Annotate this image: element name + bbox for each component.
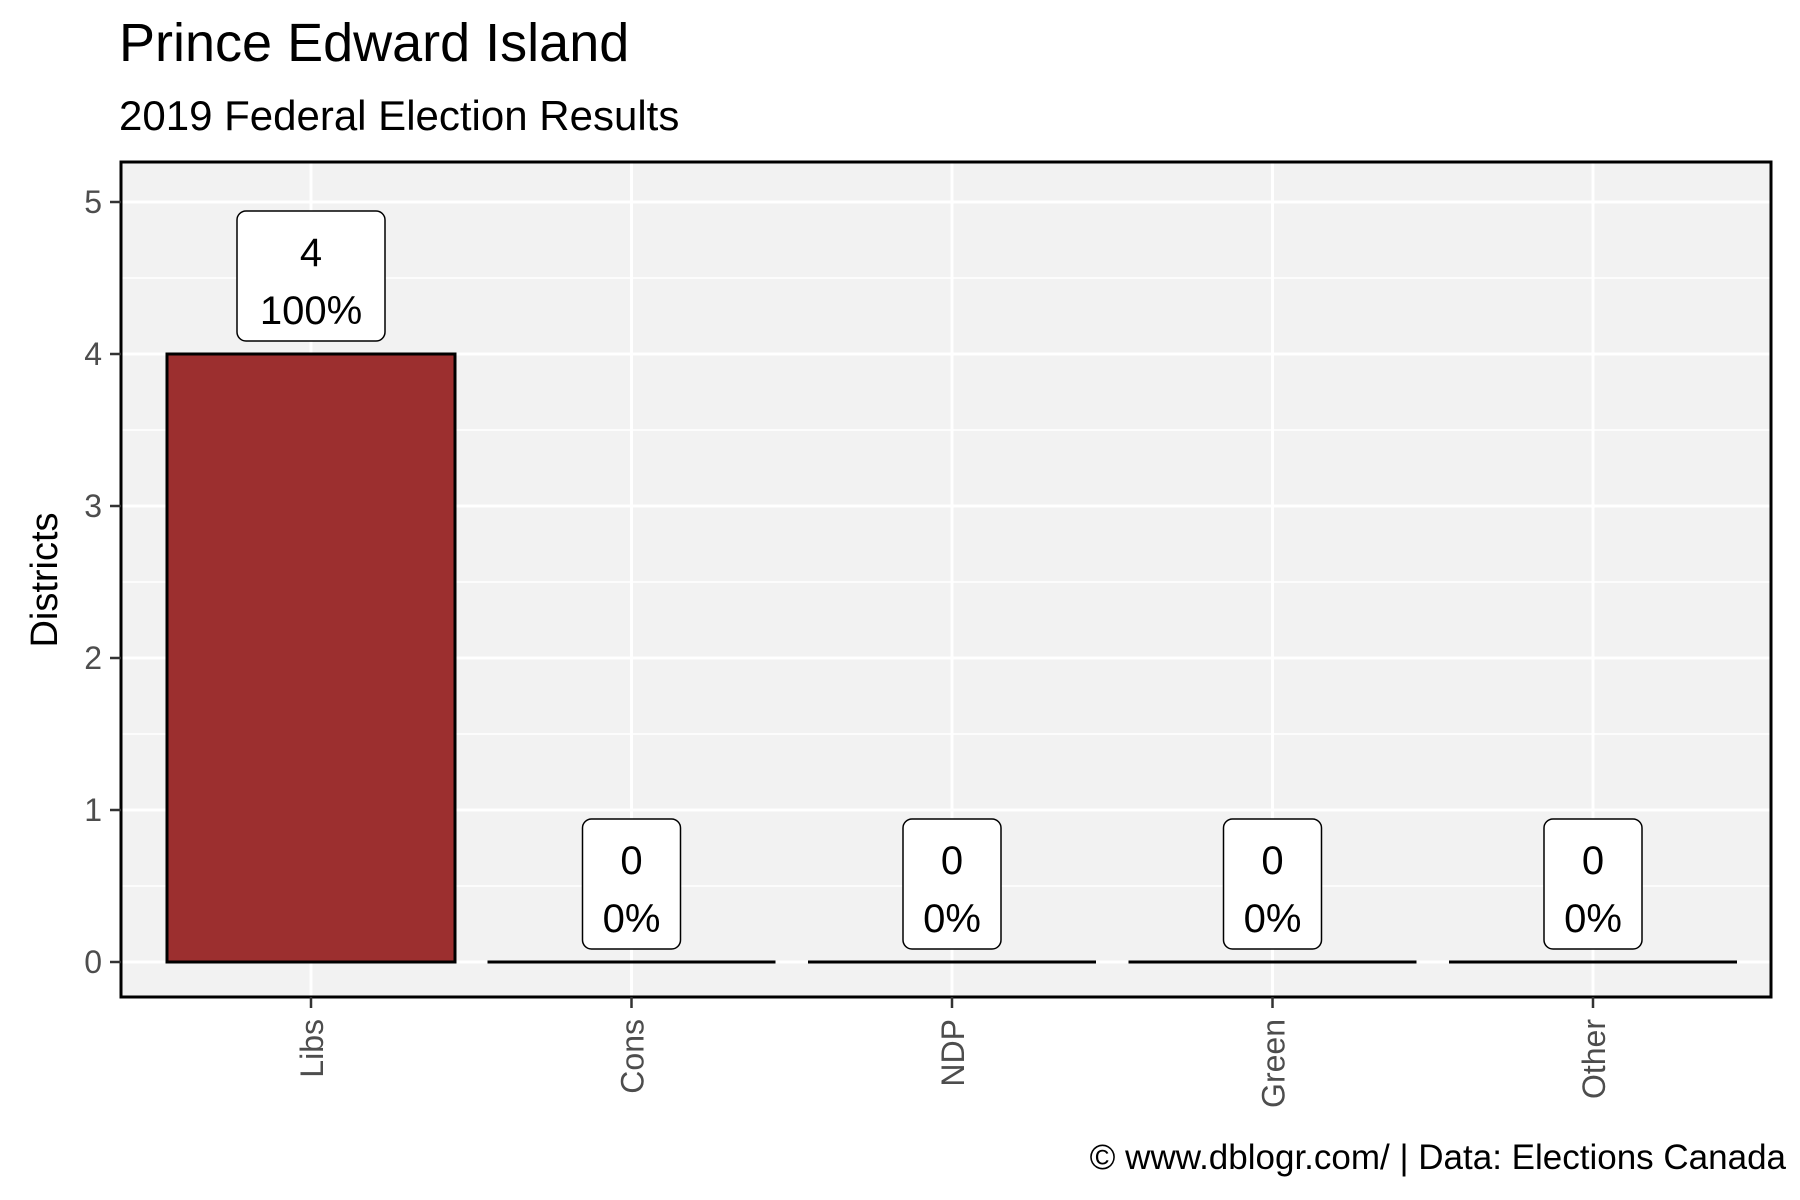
y-tick-label: 2 [84, 640, 102, 676]
data-label-box [1543, 818, 1643, 950]
data-label-count: 0 [941, 839, 963, 883]
data-label-count: 0 [1261, 839, 1283, 883]
y-tick-label: 1 [84, 792, 102, 828]
bars [165, 352, 1737, 964]
x-axis: Libs Cons NDP Green Other [294, 997, 1612, 1108]
data-label-percent: 0% [1564, 897, 1622, 941]
data-label-green: 00% [1222, 818, 1323, 950]
data-label-libs: 4 100% [236, 210, 386, 342]
data-label-percent: 0% [923, 897, 981, 941]
y-axis-title: Districts [24, 512, 66, 647]
x-tick-label-ndp: NDP [935, 1019, 971, 1087]
x-tick-label-green: Green [1256, 1019, 1292, 1108]
y-axis: 0 1 2 3 4 5 [84, 184, 121, 980]
data-label-cons: 00% [581, 818, 682, 950]
data-label-count: 0 [620, 839, 642, 883]
data-label-other: 00% [1543, 818, 1643, 950]
y-tick-label: 0 [84, 944, 102, 980]
x-tick-label-libs: Libs [294, 1019, 330, 1078]
y-tick-label: 3 [84, 488, 102, 524]
y-tick-label: 5 [84, 184, 102, 220]
chart-title: Prince Edward Island [119, 13, 630, 73]
data-label-box [1222, 818, 1323, 950]
data-label-count: 4 [300, 231, 322, 275]
plot-panel-border [119, 160, 1773, 999]
bar-libs [165, 352, 457, 964]
data-label-ndp: 00% [902, 818, 1002, 950]
data-label-percent: 100% [260, 289, 362, 333]
data-label-count: 0 [1582, 839, 1604, 883]
x-tick-label-cons: Cons [615, 1019, 651, 1094]
caption: © www.dblogr.com/ | Data: Elections Cana… [1089, 1138, 1786, 1177]
data-label-percent: 0% [603, 897, 661, 941]
x-tick-label-other: Other [1576, 1019, 1612, 1099]
data-label-box [581, 818, 682, 950]
y-tick-label: 4 [84, 336, 102, 372]
data-label-percent: 0% [1244, 897, 1302, 941]
chart-subtitle: 2019 Federal Election Results [119, 92, 680, 139]
data-label-box [902, 818, 1002, 950]
data-label-box [236, 210, 386, 342]
